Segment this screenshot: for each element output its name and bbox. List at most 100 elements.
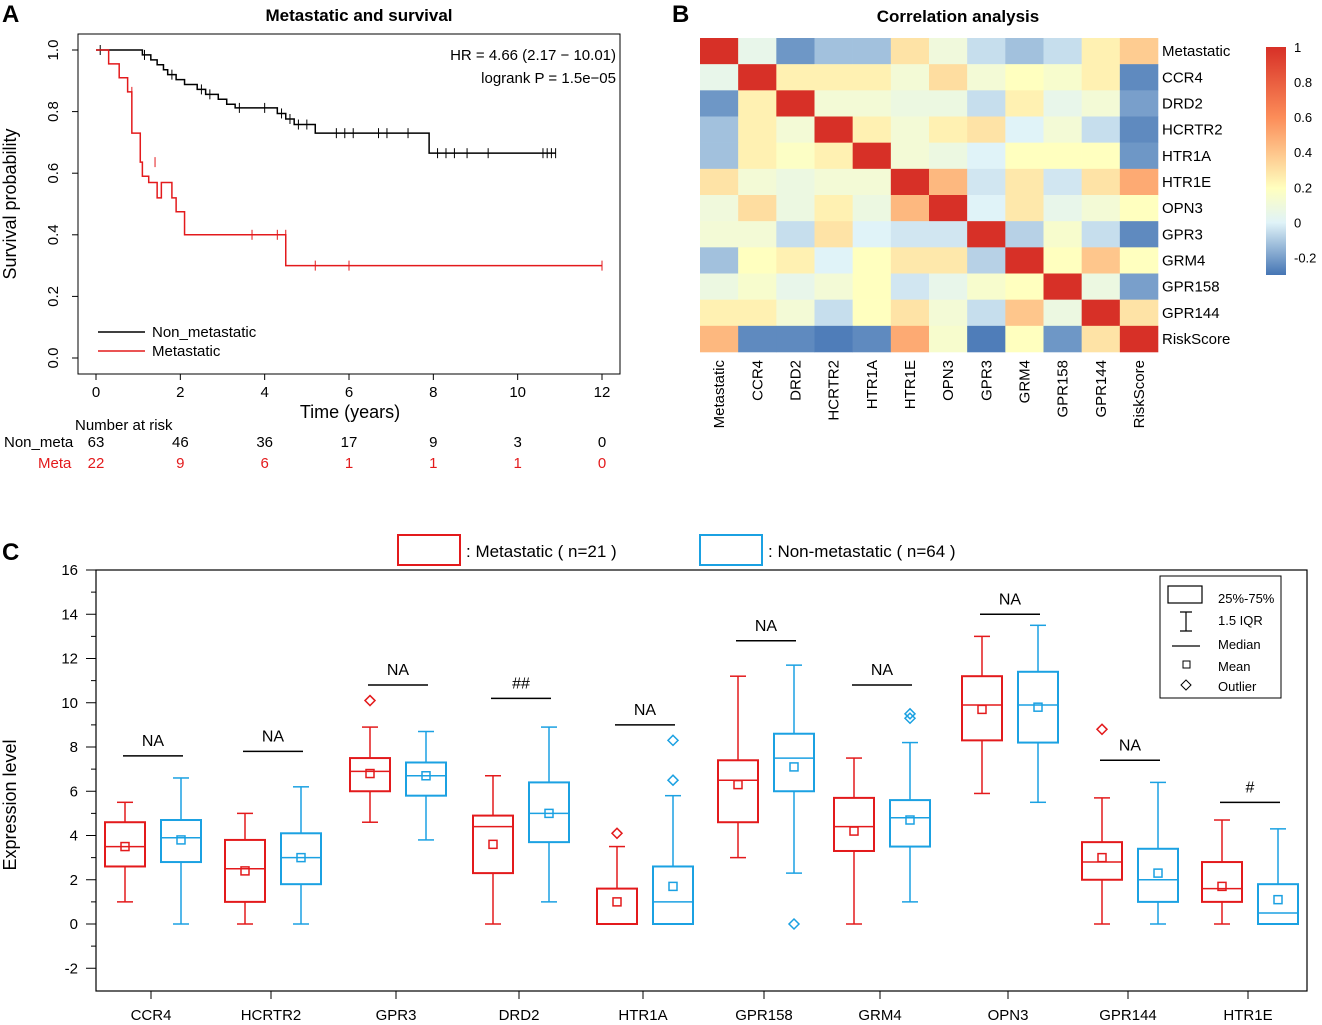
key-label-iqr: 1.5 IQR (1218, 613, 1263, 628)
column-label: GPR3 (978, 360, 995, 401)
heatmap-cell (852, 221, 892, 248)
box-metastatic-gpr158 (717, 675, 759, 859)
risk-cell: 1 (345, 455, 353, 472)
risk-cell: 63 (88, 434, 105, 451)
heatmap-cell (814, 168, 853, 196)
heatmap-cell (738, 116, 777, 143)
hazard-ratio-annotation: HR = 4.66 (2.17 − 10.01) (450, 47, 616, 64)
significance-label: NA (871, 662, 894, 679)
heatmap-cell (929, 168, 968, 196)
box-non-metastatic-ccr4 (160, 777, 202, 925)
box-iqr (833, 796, 875, 852)
mean-marker (296, 852, 306, 863)
heatmap-cell (1005, 64, 1044, 91)
heatmap-cell (738, 142, 777, 170)
heatmap-cell (967, 299, 1006, 327)
row-label: GPR144 (1162, 305, 1220, 322)
heatmap-cell (967, 273, 1006, 300)
significance-label: NA (999, 591, 1022, 608)
heatmap-cell (967, 195, 1006, 222)
heatmap-cell (1119, 247, 1159, 274)
row-label: HTR1E (1162, 174, 1211, 191)
box-iqr (1017, 670, 1059, 744)
x-axis: 0 2 4 6 8 10 12 (92, 374, 610, 401)
heatmap-cell (1119, 273, 1159, 300)
x-axis: CCR4 HCRTR2 GPR3 DRD2 HTR1A GPR158 GRM4 OPN3 GPR… (131, 991, 1273, 1024)
key-whisker-icon (1180, 611, 1192, 632)
y-tick-label: 14 (61, 606, 78, 623)
row-label: HTR1A (1162, 148, 1211, 165)
curve-metastatic (96, 49, 602, 267)
box-metastatic-htr1a (596, 827, 638, 925)
x-tick-label: DRD2 (499, 1007, 540, 1024)
heatmap-cell (1005, 90, 1044, 117)
heatmap-cell (700, 325, 739, 353)
y-tick-label: 12 (61, 651, 78, 668)
y-tick-label: 0.8 (45, 101, 62, 122)
heatmap-cell (1119, 195, 1159, 222)
heatmap-cell (1119, 299, 1159, 327)
heatmap-cell (1081, 142, 1121, 170)
risk-cell: 17 (341, 434, 358, 451)
box-metastatic-htr1e (1201, 819, 1243, 925)
box-non-metastatic-opn3 (1017, 624, 1059, 804)
mean-marker (365, 768, 375, 779)
x-tick-label: GPR144 (1099, 1007, 1157, 1024)
heatmap-cell (890, 273, 930, 300)
heatmap-cell (1043, 299, 1082, 327)
heatmap-cells (700, 38, 1159, 353)
box-iqr (349, 757, 391, 793)
logrank-annotation: logrank P = 1.5e−05 (481, 70, 616, 87)
risk-cell: 6 (260, 455, 268, 472)
legend-label-metastatic: Metastatic (152, 343, 221, 360)
row-label: OPN3 (1162, 200, 1203, 217)
heatmap-cell (967, 64, 1006, 91)
mean-marker (849, 826, 859, 836)
legend: Non_metastatic Metastatic (98, 324, 257, 360)
heatmap-cell (738, 247, 777, 274)
row-label: CCR4 (1162, 69, 1203, 86)
column-label: HTR1A (864, 360, 881, 409)
heatmap-cell (1043, 116, 1082, 143)
heatmap-cell (929, 195, 968, 222)
heatmap-cell (929, 90, 968, 117)
heatmap-cell (738, 299, 777, 327)
heatmap-cell (890, 325, 930, 353)
mean-marker (176, 835, 186, 845)
key-mean-icon (1182, 660, 1191, 669)
heatmap-cell (929, 64, 968, 91)
x-tick-label: 2 (176, 384, 184, 401)
x-axis-title: Time (years) (300, 402, 400, 422)
heatmap-cell (852, 247, 892, 274)
heatmap-cell (890, 247, 930, 274)
heatmap-cell (929, 142, 968, 170)
heatmap-cell (700, 90, 739, 117)
key-label-box: 25%-75% (1218, 591, 1275, 606)
y-tick-label: 16 (61, 562, 78, 579)
heatmap-cell (814, 38, 853, 65)
significance-label: NA (755, 618, 778, 635)
y-tick-label: 0.6 (45, 163, 62, 184)
key-label-median: Median (1218, 637, 1261, 652)
heatmap-cell (1043, 325, 1082, 353)
y-tick-label: 4 (70, 828, 78, 845)
heatmap-cell (776, 273, 815, 300)
box-iqr (1081, 841, 1123, 881)
column-label: CCR4 (749, 360, 766, 401)
row-label: GPR158 (1162, 279, 1220, 296)
heatmap-cell (814, 195, 853, 222)
heatmap-cell (1081, 221, 1121, 248)
y-axis: 0.0 0.2 0.4 0.6 0.8 1.0 (45, 40, 78, 368)
row-label: GRM4 (1162, 252, 1205, 269)
heatmap-cell (814, 299, 853, 327)
legend-label-metastatic: : Metastatic ( n=21 ) (466, 542, 617, 561)
box-non-metastatic-grm4 (889, 707, 931, 903)
heatmap-cell (890, 142, 930, 170)
column-labels: Metastatic CCR4 DRD2 HCRTR2 HTR1A HTR1E OPN3 GP… (711, 360, 1148, 429)
heatmap-cell (852, 116, 892, 143)
risk-cell: 0 (598, 434, 606, 451)
heatmap-cell (929, 221, 968, 248)
heatmap-cell (1043, 168, 1082, 196)
risk-cell: 1 (513, 455, 521, 472)
